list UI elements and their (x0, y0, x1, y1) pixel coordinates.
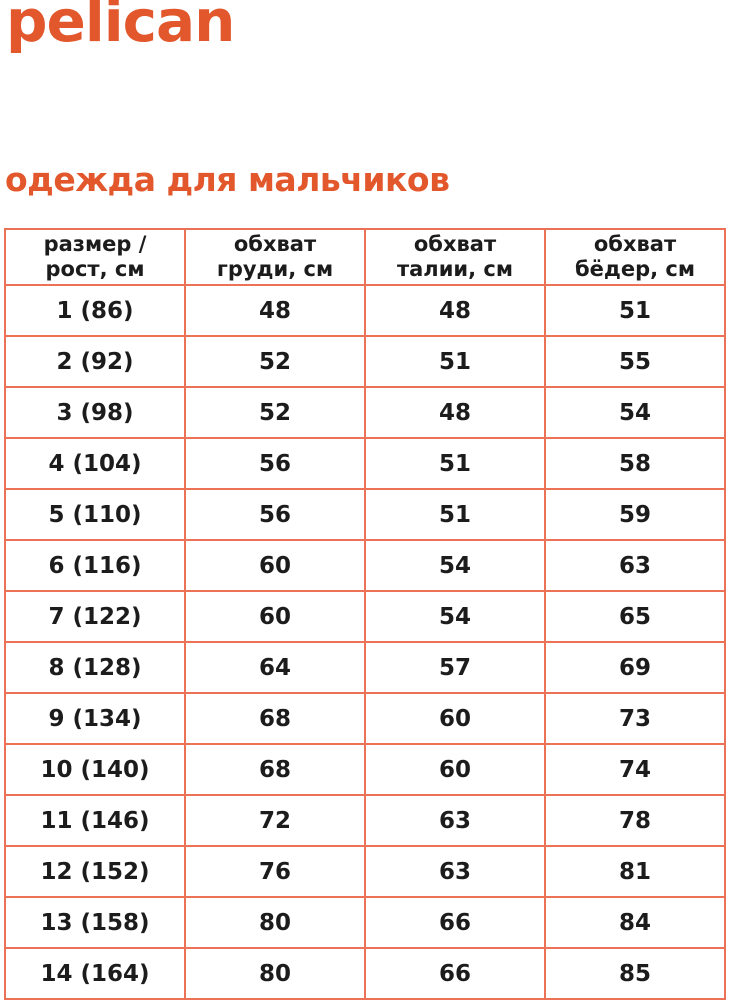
table-row: 11 (146) 72 63 78 (4, 794, 726, 847)
cell-hips: 73 (544, 692, 726, 745)
cell-size-height: 2 (92) (4, 335, 186, 388)
cell-waist: 48 (364, 284, 546, 337)
table-row: 4 (104) 56 51 58 (4, 437, 726, 490)
cell-waist: 48 (364, 386, 546, 439)
cell-size-height: 7 (122) (4, 590, 186, 643)
cell-hips: 81 (544, 845, 726, 898)
cell-chest: 60 (184, 590, 366, 643)
cell-hips: 58 (544, 437, 726, 490)
table-row: 10 (140) 68 60 74 (4, 743, 726, 796)
cell-size-height: 6 (116) (4, 539, 186, 592)
cell-hips: 59 (544, 488, 726, 541)
cell-waist: 66 (364, 896, 546, 949)
cell-chest: 52 (184, 386, 366, 439)
cell-waist: 66 (364, 947, 546, 1000)
cell-chest: 64 (184, 641, 366, 694)
cell-waist: 54 (364, 590, 546, 643)
cell-size-height: 13 (158) (4, 896, 186, 949)
cell-hips: 74 (544, 743, 726, 796)
table-row: 8 (128) 64 57 69 (4, 641, 726, 694)
table-header-row: размер / рост, см обхват груди, см обхва… (4, 228, 726, 286)
cell-size-height: 9 (134) (4, 692, 186, 745)
cell-hips: 85 (544, 947, 726, 1000)
table-row: 1 (86) 48 48 51 (4, 284, 726, 337)
header-cell-size-height: размер / рост, см (4, 228, 186, 286)
cell-size-height: 5 (110) (4, 488, 186, 541)
cell-chest: 68 (184, 743, 366, 796)
cell-chest: 76 (184, 845, 366, 898)
cell-chest: 56 (184, 437, 366, 490)
cell-size-height: 14 (164) (4, 947, 186, 1000)
cell-size-height: 4 (104) (4, 437, 186, 490)
cell-hips: 63 (544, 539, 726, 592)
table-row: 2 (92) 52 51 55 (4, 335, 726, 388)
cell-size-height: 1 (86) (4, 284, 186, 337)
cell-waist: 51 (364, 488, 546, 541)
cell-size-height: 8 (128) (4, 641, 186, 694)
table-row: 6 (116) 60 54 63 (4, 539, 726, 592)
cell-hips: 69 (544, 641, 726, 694)
header-cell-waist: обхват талии, см (364, 228, 546, 286)
cell-hips: 51 (544, 284, 726, 337)
cell-chest: 56 (184, 488, 366, 541)
cell-hips: 84 (544, 896, 726, 949)
table-row: 14 (164) 80 66 85 (4, 947, 726, 1000)
cell-size-height: 12 (152) (4, 845, 186, 898)
table-row: 9 (134) 68 60 73 (4, 692, 726, 745)
cell-chest: 60 (184, 539, 366, 592)
table-row: 13 (158) 80 66 84 (4, 896, 726, 949)
cell-waist: 63 (364, 794, 546, 847)
cell-size-height: 11 (146) (4, 794, 186, 847)
cell-chest: 80 (184, 896, 366, 949)
table-row: 12 (152) 76 63 81 (4, 845, 726, 898)
brand-logo: pelican (6, 0, 235, 55)
cell-size-height: 10 (140) (4, 743, 186, 796)
cell-hips: 78 (544, 794, 726, 847)
cell-chest: 80 (184, 947, 366, 1000)
cell-hips: 55 (544, 335, 726, 388)
cell-chest: 72 (184, 794, 366, 847)
size-table: размер / рост, см обхват груди, см обхва… (4, 228, 726, 1000)
cell-chest: 52 (184, 335, 366, 388)
cell-waist: 60 (364, 692, 546, 745)
table-row: 3 (98) 52 48 54 (4, 386, 726, 439)
cell-waist: 63 (364, 845, 546, 898)
cell-size-height: 3 (98) (4, 386, 186, 439)
cell-chest: 48 (184, 284, 366, 337)
cell-waist: 60 (364, 743, 546, 796)
cell-waist: 51 (364, 335, 546, 388)
header-cell-chest: обхват груди, см (184, 228, 366, 286)
cell-waist: 51 (364, 437, 546, 490)
table-row: 5 (110) 56 51 59 (4, 488, 726, 541)
cell-waist: 57 (364, 641, 546, 694)
cell-waist: 54 (364, 539, 546, 592)
cell-hips: 54 (544, 386, 726, 439)
cell-chest: 68 (184, 692, 366, 745)
cell-hips: 65 (544, 590, 726, 643)
table-row: 7 (122) 60 54 65 (4, 590, 726, 643)
header-cell-hips: обхват бёдер, см (544, 228, 726, 286)
page-title: одежда для мальчиков (5, 160, 450, 199)
